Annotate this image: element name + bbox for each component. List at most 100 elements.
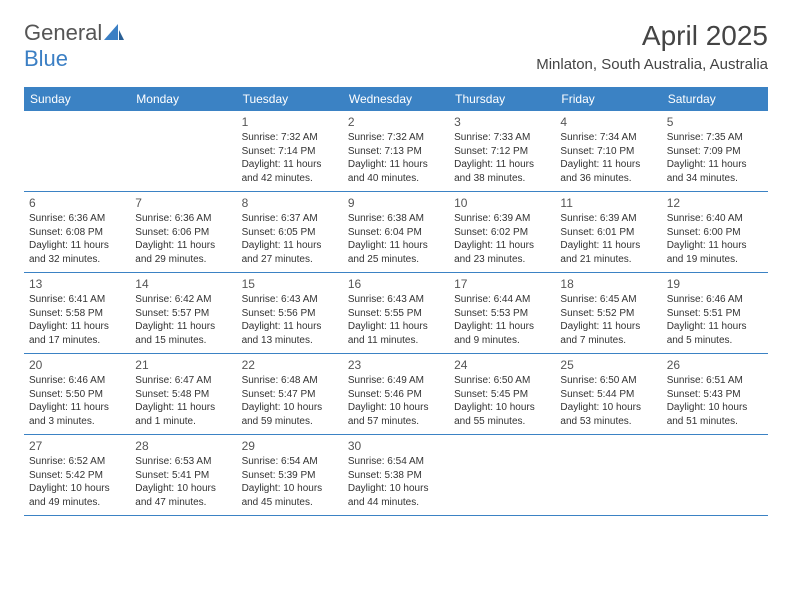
daylight-line: Daylight: 11 hours and 32 minutes. <box>29 239 125 266</box>
week-row: 6Sunrise: 6:36 AMSunset: 6:08 PMDaylight… <box>24 192 768 273</box>
sunset-line: Sunset: 6:08 PM <box>29 226 125 240</box>
day-info: Sunrise: 6:48 AMSunset: 5:47 PMDaylight:… <box>242 374 338 428</box>
sunrise-line: Sunrise: 6:53 AM <box>135 455 231 469</box>
sunset-line: Sunset: 5:51 PM <box>667 307 763 321</box>
sunset-line: Sunset: 5:55 PM <box>348 307 444 321</box>
day-info: Sunrise: 6:54 AMSunset: 5:39 PMDaylight:… <box>242 455 338 509</box>
daylight-line: Daylight: 10 hours and 45 minutes. <box>242 482 338 509</box>
week-row: 1Sunrise: 7:32 AMSunset: 7:14 PMDaylight… <box>24 111 768 192</box>
day-cell: 10Sunrise: 6:39 AMSunset: 6:02 PMDayligh… <box>449 192 555 272</box>
sunset-line: Sunset: 7:13 PM <box>348 145 444 159</box>
day-number: 28 <box>135 439 231 453</box>
daylight-line: Daylight: 11 hours and 29 minutes. <box>135 239 231 266</box>
daylight-line: Daylight: 11 hours and 38 minutes. <box>454 158 550 185</box>
sunset-line: Sunset: 5:44 PM <box>560 388 656 402</box>
sunrise-line: Sunrise: 6:48 AM <box>242 374 338 388</box>
daylight-line: Daylight: 10 hours and 49 minutes. <box>29 482 125 509</box>
day-info: Sunrise: 6:54 AMSunset: 5:38 PMDaylight:… <box>348 455 444 509</box>
daylight-line: Daylight: 11 hours and 13 minutes. <box>242 320 338 347</box>
day-info: Sunrise: 6:38 AMSunset: 6:04 PMDaylight:… <box>348 212 444 266</box>
daylight-line: Daylight: 10 hours and 57 minutes. <box>348 401 444 428</box>
day-info: Sunrise: 7:32 AMSunset: 7:13 PMDaylight:… <box>348 131 444 185</box>
day-number: 2 <box>348 115 444 129</box>
daylight-line: Daylight: 10 hours and 55 minutes. <box>454 401 550 428</box>
day-number: 12 <box>667 196 763 210</box>
daylight-line: Daylight: 11 hours and 15 minutes. <box>135 320 231 347</box>
location: Minlaton, South Australia, Australia <box>536 56 768 73</box>
daylight-line: Daylight: 11 hours and 40 minutes. <box>348 158 444 185</box>
week-row: 20Sunrise: 6:46 AMSunset: 5:50 PMDayligh… <box>24 354 768 435</box>
day-header: Friday <box>555 87 661 111</box>
day-info: Sunrise: 6:43 AMSunset: 5:56 PMDaylight:… <box>242 293 338 347</box>
sunrise-line: Sunrise: 6:43 AM <box>348 293 444 307</box>
sunset-line: Sunset: 5:42 PM <box>29 469 125 483</box>
day-cell: 15Sunrise: 6:43 AMSunset: 5:56 PMDayligh… <box>237 273 343 353</box>
day-info: Sunrise: 6:39 AMSunset: 6:01 PMDaylight:… <box>560 212 656 266</box>
daylight-line: Daylight: 11 hours and 7 minutes. <box>560 320 656 347</box>
day-cell: 13 Sunrise: 6:41 AMSunset: 5:58 PMDayligh… <box>24 273 130 353</box>
day-info: Sunrise: 6:52 AMSunset: 5:42 PMDaylight:… <box>29 455 125 509</box>
sunset-line: Sunset: 6:05 PM <box>242 226 338 240</box>
daylight-line: Daylight: 10 hours and 51 minutes. <box>667 401 763 428</box>
daylight-line: Daylight: 11 hours and 3 minutes. <box>29 401 125 428</box>
day-number: 9 <box>348 196 444 210</box>
day-number: 11 <box>560 196 656 210</box>
day-info: Sunrise: 6:46 AMSunset: 5:50 PMDaylight:… <box>29 374 125 428</box>
daylight-line: Daylight: 11 hours and 25 minutes. <box>348 239 444 266</box>
daylight-line: Daylight: 11 hours and 11 minutes. <box>348 320 444 347</box>
sunset-line: Sunset: 5:48 PM <box>135 388 231 402</box>
calendar-grid: SundayMondayTuesdayWednesdayThursdayFrid… <box>24 87 768 516</box>
day-info: Sunrise: 7:35 AMSunset: 7:09 PMDaylight:… <box>667 131 763 185</box>
day-cell: 19Sunrise: 6:46 AMSunset: 5:51 PMDayligh… <box>662 273 768 353</box>
day-info: Sunrise: 6:36 AMSunset: 6:08 PMDaylight:… <box>29 212 125 266</box>
day-cell: 5Sunrise: 7:35 AMSunset: 7:09 PMDaylight… <box>662 111 768 191</box>
sunset-line: Sunset: 7:09 PM <box>667 145 763 159</box>
sunset-line: Sunset: 5:43 PM <box>667 388 763 402</box>
sunrise-line: Sunrise: 6:50 AM <box>560 374 656 388</box>
day-info: Sunrise: 6:50 AMSunset: 5:45 PMDaylight:… <box>454 374 550 428</box>
daylight-line: Daylight: 10 hours and 53 minutes. <box>560 401 656 428</box>
sunset-line: Sunset: 6:01 PM <box>560 226 656 240</box>
day-number: 17 <box>454 277 550 291</box>
sunrise-line: Sunrise: 6:45 AM <box>560 293 656 307</box>
day-info: Sunrise: 6:44 AMSunset: 5:53 PMDaylight:… <box>454 293 550 347</box>
sunrise-line: Sunrise: 6:47 AM <box>135 374 231 388</box>
day-info: Sunrise: 6:40 AMSunset: 6:00 PMDaylight:… <box>667 212 763 266</box>
sunrise-line: Sunrise: 6:41 AM <box>29 293 125 307</box>
day-cell: 28Sunrise: 6:53 AMSunset: 5:41 PMDayligh… <box>130 435 236 515</box>
day-cell: 14Sunrise: 6:42 AMSunset: 5:57 PMDayligh… <box>130 273 236 353</box>
sunrise-line: Sunrise: 7:35 AM <box>667 131 763 145</box>
day-cell: 9 Sunrise: 6:38 AMSunset: 6:04 PMDaylight… <box>343 192 449 272</box>
daylight-line: Daylight: 11 hours and 19 minutes. <box>667 239 763 266</box>
day-header-row: SundayMondayTuesdayWednesdayThursdayFrid… <box>24 87 768 111</box>
daylight-line: Daylight: 11 hours and 1 minute. <box>135 401 231 428</box>
day-header: Wednesday <box>343 87 449 111</box>
sunrise-line: Sunrise: 6:39 AM <box>454 212 550 226</box>
sunset-line: Sunset: 6:02 PM <box>454 226 550 240</box>
day-info: Sunrise: 6:46 AMSunset: 5:51 PMDaylight:… <box>667 293 763 347</box>
sunset-line: Sunset: 5:52 PM <box>560 307 656 321</box>
sunrise-line: Sunrise: 6:46 AM <box>667 293 763 307</box>
sunset-line: Sunset: 5:45 PM <box>454 388 550 402</box>
day-cell: 18Sunrise: 6:45 AMSunset: 5:52 PMDayligh… <box>555 273 661 353</box>
sunset-line: Sunset: 6:00 PM <box>667 226 763 240</box>
day-cell: 8Sunrise: 6:37 AMSunset: 6:05 PMDaylight… <box>237 192 343 272</box>
day-info: Sunrise: 6:43 AMSunset: 5:55 PMDaylight:… <box>348 293 444 347</box>
day-info: Sunrise: 6:41 AMSunset: 5:58 PMDaylight:… <box>29 293 125 347</box>
day-number: 13 <box>29 277 125 291</box>
sunrise-line: Sunrise: 6:39 AM <box>560 212 656 226</box>
week-row: 27Sunrise: 6:52 AMSunset: 5:42 PMDayligh… <box>24 435 768 516</box>
day-cell: 29 Sunrise: 6:54 AMSunset: 5:39 PMDayligh… <box>237 435 343 515</box>
day-number: 25 <box>560 358 656 372</box>
brand-part1: General <box>24 20 102 45</box>
day-header: Tuesday <box>237 87 343 111</box>
daylight-line: Daylight: 11 hours and 36 minutes. <box>560 158 656 185</box>
sunrise-line: Sunrise: 7:32 AM <box>348 131 444 145</box>
day-info: Sunrise: 7:34 AMSunset: 7:10 PMDaylight:… <box>560 131 656 185</box>
sunrise-line: Sunrise: 6:46 AM <box>29 374 125 388</box>
day-info: Sunrise: 6:45 AMSunset: 5:52 PMDaylight:… <box>560 293 656 347</box>
day-cell: 2 Sunrise: 7:32 AMSunset: 7:13 PMDaylight… <box>343 111 449 191</box>
sunrise-line: Sunrise: 6:36 AM <box>29 212 125 226</box>
day-number: 10 <box>454 196 550 210</box>
day-number: 29 <box>242 439 338 453</box>
